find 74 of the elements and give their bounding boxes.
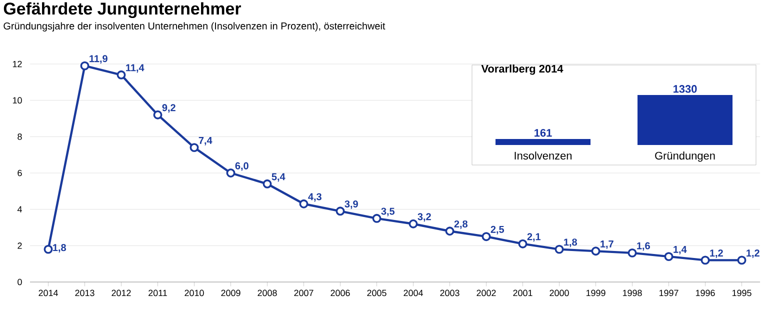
data-label: 2,5 — [490, 226, 504, 234]
point — [44, 244, 53, 254]
y-tick-label: 8 — [18, 133, 22, 140]
x-tick-label: 2003 — [440, 290, 460, 296]
x-tick-label: 2009 — [221, 290, 240, 296]
x-tick-label: 1999 — [586, 290, 606, 296]
y-tick-label: 2 — [18, 242, 22, 249]
point — [700, 256, 710, 265]
x-tick-label: 2007 — [294, 290, 314, 296]
data-label: 9,2 — [162, 104, 176, 113]
y-tick-label: 10 — [12, 97, 22, 104]
data-label: 2,1 — [527, 233, 541, 242]
point — [408, 219, 418, 228]
x-tick-label: 2010 — [184, 290, 204, 296]
point — [336, 206, 345, 216]
x-tick-label: 1998 — [622, 290, 642, 296]
data-label: 161 — [534, 129, 552, 137]
data-label: 1,7 — [600, 240, 614, 249]
data-label: 11,9 — [90, 55, 108, 64]
data-label: 1,2 — [746, 250, 760, 258]
x-tick-label: 2011 — [148, 290, 167, 296]
y-tick-label: 12 — [12, 60, 22, 68]
x-tick-label: 2012 — [112, 290, 131, 296]
point — [664, 252, 674, 262]
data-label: 1330 — [674, 85, 697, 93]
data-label: 11,4 — [126, 64, 144, 73]
x-tick-label: 1995 — [732, 290, 752, 296]
data-label: 3,5 — [381, 208, 395, 216]
chart-title: Vorarlberg 2014 — [481, 64, 564, 75]
point — [80, 61, 90, 70]
x-tick-label: 2004 — [404, 290, 423, 296]
data-label: 1,4 — [674, 246, 687, 254]
data-label: 2,8 — [454, 220, 468, 229]
point — [372, 214, 382, 223]
data-label: 6,0 — [235, 162, 248, 171]
y-tick-label: 0 — [18, 278, 22, 286]
data-label: 4,3 — [308, 193, 322, 202]
x-tick-label: 2013 — [75, 290, 94, 296]
point — [226, 168, 236, 178]
point — [116, 70, 126, 80]
point — [554, 244, 564, 254]
point — [518, 239, 528, 248]
point — [153, 110, 162, 120]
data-label: 1,8 — [564, 238, 578, 248]
x-tick-label: 2000 — [550, 290, 569, 296]
x-tick-label: 2008 — [258, 290, 277, 296]
point — [628, 248, 637, 258]
point — [299, 199, 308, 208]
y-tick-label: 6 — [18, 170, 22, 176]
x-tick-label: 1997 — [659, 290, 678, 296]
x-tick-label: 1996 — [696, 290, 715, 296]
x-tick-label: 2005 — [367, 290, 386, 296]
chart-subtitle: Gründungsjahre der insolventen Unternehmen (Insolvenzen in Prozent), österreichweit — [4, 22, 386, 32]
x-tick-label: Gründungen — [655, 152, 715, 162]
x-tick-label: Insolvenzen — [514, 152, 572, 160]
point — [482, 232, 491, 242]
data-label: 7,4 — [198, 136, 212, 146]
y-tick-label: 4 — [17, 206, 22, 212]
data-label: 3,2 — [418, 213, 431, 222]
point — [262, 179, 272, 188]
chart-title: Gefährdete Jungunternehmer — [4, 2, 242, 18]
x-tick-label: 2014 — [38, 290, 58, 296]
x-tick-label: 2006 — [330, 290, 350, 296]
x-tick-label: 2001 — [513, 290, 532, 296]
point — [445, 226, 454, 236]
data-label: 3,9 — [344, 200, 358, 209]
data-label: 5,4 — [272, 173, 286, 182]
point — [737, 256, 746, 265]
data-label: 1,8 — [53, 244, 66, 253]
data-label: 1,2 — [710, 250, 723, 258]
data-label: 1,6 — [637, 242, 650, 251]
point — [591, 246, 600, 256]
point — [190, 143, 199, 152]
x-tick-label: 2002 — [476, 290, 496, 296]
